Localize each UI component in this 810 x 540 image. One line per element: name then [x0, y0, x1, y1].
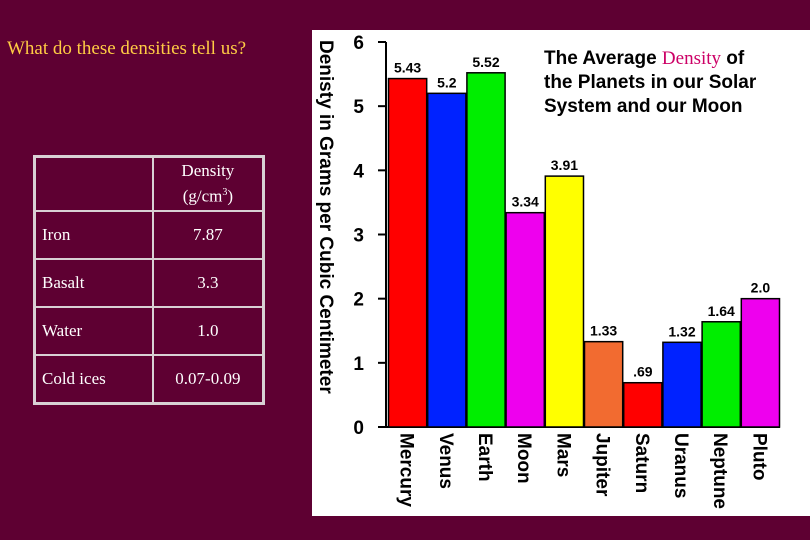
- bar-earth: [466, 72, 506, 428]
- density-cell: 3.3: [152, 259, 263, 307]
- table-row: Cold ices 0.07-0.09: [35, 355, 263, 403]
- unit-superscript: 3: [222, 187, 228, 199]
- slide-question: What do these densities tell us?: [7, 38, 247, 59]
- table-header-row: Density (g/cm3): [35, 157, 263, 211]
- value-label: 1.33: [590, 323, 617, 339]
- header-density-cell: Density (g/cm3): [152, 157, 263, 211]
- density-cell: 0.07-0.09: [152, 355, 263, 403]
- material-cell: Basalt: [35, 259, 153, 307]
- material-cell: Cold ices: [35, 355, 153, 403]
- category-label: Jupiter: [592, 433, 613, 497]
- density-bar-chart: The Average Density of the Planets in ou…: [315, 33, 781, 509]
- chart-title-prefix: The Average: [544, 48, 662, 69]
- bar-uranus: [662, 341, 702, 428]
- table-row: Iron 7.87: [35, 211, 263, 259]
- density-cell: 7.87: [152, 211, 263, 259]
- y-tick-label: 0: [353, 418, 364, 439]
- bar-moon: [505, 211, 546, 428]
- chart-title-suffix: of: [721, 48, 745, 69]
- header-density-unit: (g/cm3): [154, 182, 262, 208]
- density-table: Density (g/cm3) Iron 7.87 Basalt 3.3 Wat…: [33, 155, 265, 405]
- value-label: 5.2: [437, 74, 457, 90]
- category-label: Pluto: [748, 433, 769, 481]
- header-material-cell: [35, 157, 153, 211]
- y-tick-label: 5: [353, 97, 364, 118]
- bar-venus: [426, 92, 467, 428]
- y-tick-label: 3: [353, 226, 364, 247]
- value-label: 5.43: [394, 60, 421, 76]
- material-cell: Water: [35, 307, 153, 355]
- value-label: 3.34: [512, 194, 539, 210]
- header-density-label: Density: [181, 161, 235, 181]
- category-label: Mercury: [396, 433, 417, 507]
- bar-saturn: [622, 381, 663, 428]
- y-tick-label: 4: [353, 161, 364, 182]
- bar-neptune: [701, 321, 742, 428]
- value-label: .69: [633, 364, 653, 380]
- chart-title-line3: System and our Moon: [544, 96, 742, 117]
- value-label: 5.52: [472, 54, 499, 70]
- bar-pluto: [740, 297, 781, 428]
- value-label: 1.64: [708, 303, 735, 319]
- category-label: Earth: [474, 433, 495, 482]
- category-label: Mars: [552, 433, 573, 477]
- category-label: Neptune: [709, 433, 730, 509]
- value-label: 3.91: [551, 157, 578, 173]
- category-label: Saturn: [631, 433, 652, 493]
- table-row: Water 1.0: [35, 307, 263, 355]
- y-axis-label: Denisty in Grams per Cubic Centimeter: [315, 40, 336, 394]
- value-label: 1.32: [668, 323, 695, 339]
- material-cell: Iron: [35, 211, 153, 259]
- chart-title-line1: The Average Density of: [544, 48, 745, 69]
- density-cell: 1.0: [152, 307, 263, 355]
- value-label: 2.0: [751, 280, 771, 296]
- chart-title-density-word: Density: [662, 48, 722, 69]
- density-chart-panel: The Average Density of the Planets in ou…: [312, 30, 810, 516]
- bar-mercury: [387, 77, 428, 428]
- y-tick-label: 2: [353, 290, 364, 311]
- table-row: Basalt 3.3: [35, 259, 263, 307]
- category-label: Moon: [513, 433, 534, 484]
- category-label: Uranus: [670, 433, 691, 498]
- unit-open: (g/cm: [182, 186, 223, 206]
- bar-jupiter: [583, 340, 624, 428]
- category-label: Venus: [435, 433, 456, 489]
- chart-title-line2: the Planets in our Solar: [544, 72, 757, 93]
- y-tick-label: 6: [353, 33, 364, 54]
- unit-close: ): [227, 186, 234, 206]
- bar-mars: [544, 175, 585, 428]
- y-tick-label: 1: [353, 354, 364, 375]
